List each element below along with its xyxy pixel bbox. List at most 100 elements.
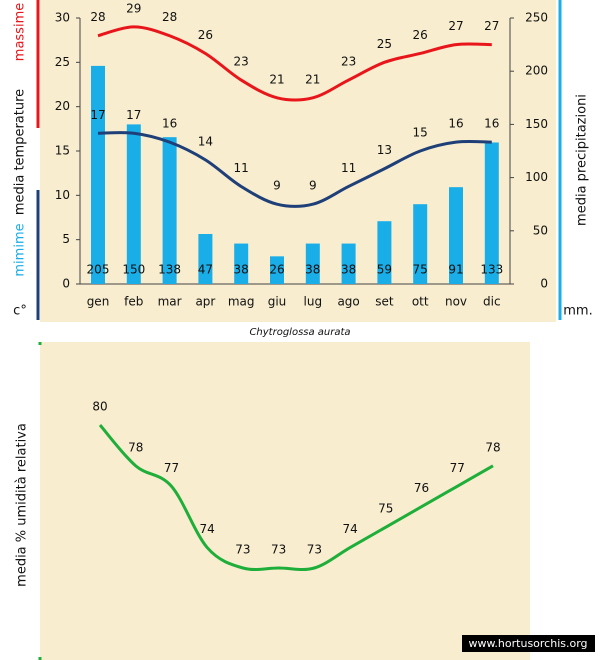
bar xyxy=(413,204,428,284)
bar xyxy=(270,256,284,284)
bar-label: 91 xyxy=(448,263,463,277)
x-tick-label: nov xyxy=(445,295,467,309)
y2-tick-label: 150 xyxy=(525,117,548,131)
point-label: 16 xyxy=(484,117,499,131)
x-tick-label: apr xyxy=(195,295,215,309)
bottom-panel xyxy=(40,342,530,660)
point-label: 27 xyxy=(448,19,463,33)
min-label: mimime xyxy=(13,223,28,276)
point-label: 17 xyxy=(90,108,105,122)
bar xyxy=(91,65,105,284)
x-tick-label: gen xyxy=(87,295,110,309)
bar xyxy=(341,243,356,284)
point-label: 11 xyxy=(341,161,356,175)
point-label: 17 xyxy=(126,108,141,122)
x-tick-label: ago xyxy=(337,295,359,309)
point-label: 11 xyxy=(234,161,249,175)
bar xyxy=(126,124,141,285)
y-tick-label: 15 xyxy=(55,144,70,158)
point-label: 9 xyxy=(273,179,281,193)
bar-label: 205 xyxy=(87,263,110,277)
bar xyxy=(449,187,463,284)
y2-unit: mm. xyxy=(563,304,592,319)
point-label: 73 xyxy=(271,543,286,557)
point-label: 74 xyxy=(342,522,357,536)
caption: Chytroglossa aurata xyxy=(249,327,350,338)
point-label: 29 xyxy=(126,1,141,15)
x-tick-label: set xyxy=(375,295,394,309)
y-tick-label: 0 xyxy=(62,277,70,291)
watermark: www.hortusorchis.org xyxy=(468,637,587,650)
hum-label: media % umidità relativa xyxy=(15,423,30,587)
point-label: 23 xyxy=(234,55,249,69)
y-tick-label: 20 xyxy=(55,99,70,113)
point-label: 78 xyxy=(485,440,500,454)
y-tick-label: 10 xyxy=(55,188,70,202)
y-tick-label: 25 xyxy=(55,55,70,69)
point-label: 25 xyxy=(377,37,392,51)
bar-label: 133 xyxy=(480,263,503,277)
line xyxy=(97,25,492,102)
point-label: 73 xyxy=(235,543,250,557)
y2-tick-label: 100 xyxy=(525,170,548,184)
bar-label: 75 xyxy=(413,263,428,277)
point-label: 26 xyxy=(198,28,213,42)
y2-tick-label: 250 xyxy=(525,11,548,25)
x-tick-label: ott xyxy=(412,295,429,309)
point-label: 80 xyxy=(92,400,107,414)
bar xyxy=(305,243,320,284)
y2-label: media precipitazioni xyxy=(575,94,590,226)
bar-label: 138 xyxy=(158,263,181,277)
bar-label: 150 xyxy=(122,263,145,277)
point-label: 9 xyxy=(309,179,317,193)
y-tick-label: 5 xyxy=(62,232,70,246)
point-label: 14 xyxy=(198,134,213,148)
top-panel xyxy=(40,0,556,322)
x-tick-label: giu xyxy=(268,295,287,309)
bar-label: 38 xyxy=(341,263,356,277)
point-label: 74 xyxy=(200,522,215,536)
x-tick-label: mag xyxy=(228,295,255,309)
y2-tick-label: 0 xyxy=(540,277,548,291)
x-tick-label: lug xyxy=(304,295,323,309)
point-label: 28 xyxy=(162,10,177,24)
bar xyxy=(484,142,499,284)
y-tick-label: 30 xyxy=(55,11,70,25)
bar-label: 47 xyxy=(198,263,213,277)
point-label: 76 xyxy=(414,481,429,495)
point-label: 26 xyxy=(413,28,428,42)
point-label: 16 xyxy=(162,117,177,131)
point-label: 15 xyxy=(413,126,428,140)
y-label: media temperature xyxy=(13,89,28,215)
point-label: 28 xyxy=(90,10,105,24)
bar xyxy=(234,243,249,284)
bar xyxy=(377,221,392,284)
point-label: 27 xyxy=(484,19,499,33)
point-label: 13 xyxy=(377,143,392,157)
point-label: 75 xyxy=(378,502,393,516)
point-label: 78 xyxy=(128,440,143,454)
max-label: massime xyxy=(13,3,28,61)
x-tick-label: dic xyxy=(483,295,501,309)
bar xyxy=(162,137,177,284)
y2-tick-label: 50 xyxy=(533,223,548,237)
point-label: 73 xyxy=(307,543,322,557)
point-label: 21 xyxy=(305,72,320,86)
bar xyxy=(198,233,213,284)
x-tick-label: feb xyxy=(124,295,143,309)
bar-label: 59 xyxy=(377,263,392,277)
bar-label: 26 xyxy=(269,263,284,277)
bar-label: 38 xyxy=(234,263,249,277)
line xyxy=(97,131,492,208)
point-label: 23 xyxy=(341,55,356,69)
line xyxy=(98,424,494,571)
bar-label: 38 xyxy=(305,263,320,277)
point-label: 77 xyxy=(164,461,179,475)
point-label: 77 xyxy=(450,461,465,475)
point-label: 21 xyxy=(269,72,284,86)
y-unit: c° xyxy=(13,304,27,319)
point-label: 16 xyxy=(448,117,463,131)
watermark-bg xyxy=(462,635,595,652)
x-tick-label: mar xyxy=(158,295,182,309)
